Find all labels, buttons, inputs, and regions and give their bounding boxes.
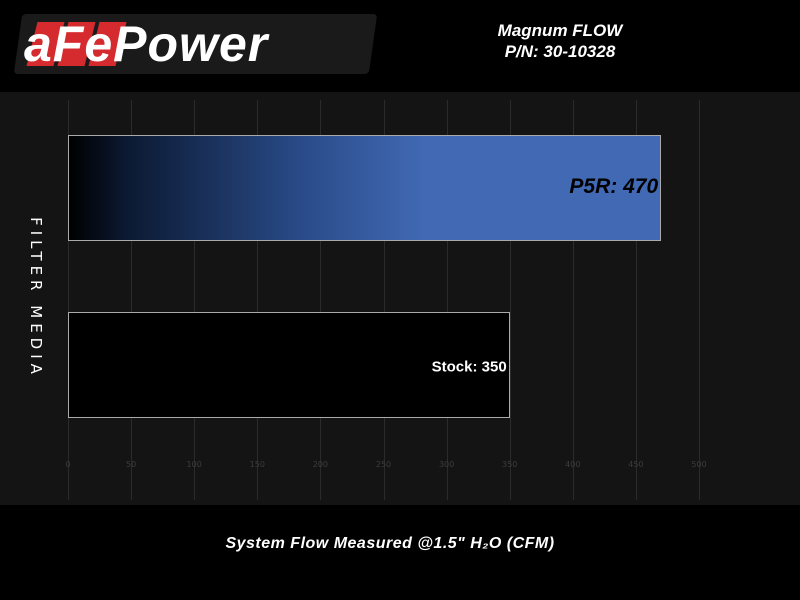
- footer: [0, 505, 800, 600]
- gridline: [509, 100, 511, 500]
- gridline: [194, 100, 196, 500]
- bar-p5r: [68, 135, 662, 241]
- header: aFePower Magnum FLOW P/N: 30-10328: [0, 0, 800, 92]
- x-tick-label: 100: [186, 460, 202, 469]
- gridline: [699, 100, 700, 500]
- gridline: [131, 100, 133, 500]
- x-tick-label: 500: [691, 460, 707, 469]
- chart-title: Magnum FLOW P/N: 30-10328: [440, 20, 680, 62]
- x-tick-label: 450: [628, 460, 644, 469]
- gridline: [383, 100, 385, 500]
- part-number: P/N: 30-10328: [504, 42, 616, 61]
- x-tick-label: 50: [126, 460, 137, 469]
- data-label: Stock: 350: [431, 358, 507, 376]
- data-label: P5R: 470: [569, 175, 659, 198]
- y-axis-label: FILTER MEDIA: [27, 217, 45, 379]
- x-tick-label: 350: [502, 460, 518, 469]
- gridline: [320, 100, 322, 500]
- product-name: Magnum FLOW: [497, 21, 623, 40]
- x-tick-label: 150: [249, 460, 265, 469]
- gridline: [446, 100, 448, 500]
- x-tick-label: 0: [65, 460, 71, 469]
- x-axis-label: System Flow Measured @1.5" H₂O (CFM): [225, 535, 555, 552]
- x-tick-label: 400: [565, 460, 581, 469]
- x-tick-label: 300: [438, 460, 455, 469]
- gridline: [257, 100, 259, 500]
- gridline: [635, 100, 637, 500]
- afe-power-logo: aFePower: [13, 14, 378, 76]
- x-tick-label: 250: [375, 460, 392, 469]
- x-tick-label: 200: [312, 460, 329, 469]
- gridline: [572, 100, 574, 500]
- bar-stock: [68, 312, 510, 418]
- logo-text: aFePower: [24, 16, 269, 72]
- gridline: [68, 100, 69, 500]
